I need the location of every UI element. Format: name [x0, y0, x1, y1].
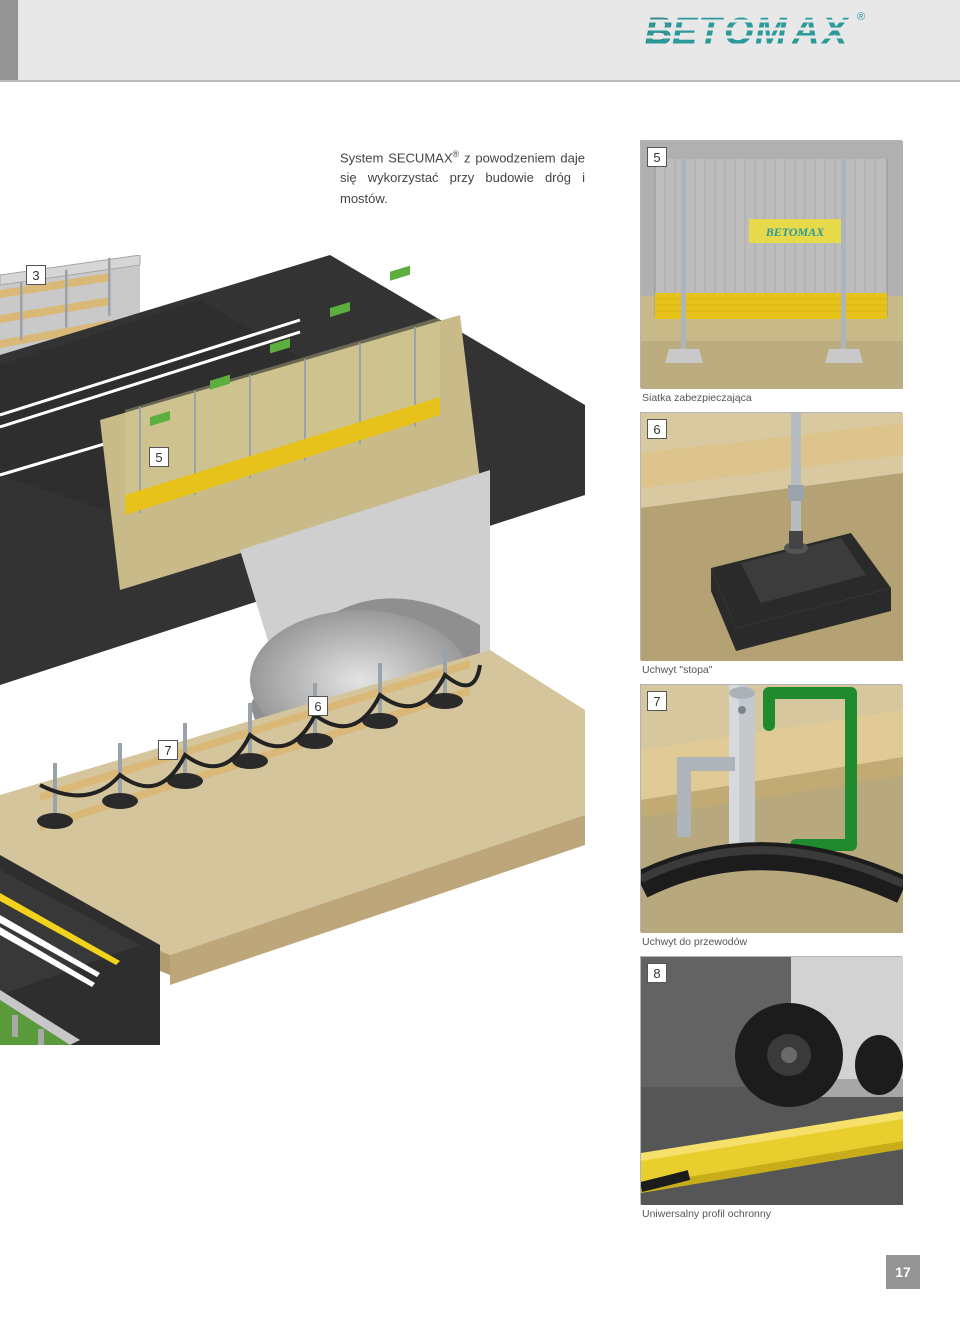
left-edge-tab — [0, 0, 18, 80]
figure-8-label: 8 — [647, 963, 667, 983]
svg-text:A: A — [791, 11, 819, 53]
main-illustration: 3 5 6 7 — [0, 255, 585, 1045]
figure-6-label: 6 — [647, 419, 667, 439]
intro-paragraph: System SECUMAX® z powodzeniem daje się w… — [340, 148, 585, 209]
svg-text:X: X — [820, 11, 850, 53]
callout-5: 5 — [149, 447, 169, 467]
figure-5: 5 — [640, 140, 902, 404]
figure-5-label: 5 — [647, 147, 667, 167]
callout-3: 3 — [26, 265, 46, 285]
figure-7-caption: Uchwyt do przewodów — [642, 936, 902, 948]
figure-6-caption: Uchwyt "stopa" — [642, 664, 902, 676]
page-number: 17 — [886, 1255, 920, 1289]
figure-7-label: 7 — [647, 691, 667, 711]
figure-5-caption: Siatka zabezpieczająca — [642, 392, 902, 404]
figure-8-caption: Uniwersalny profil ochronny — [642, 1208, 902, 1220]
svg-text:B: B — [645, 11, 672, 53]
figure-6: 6 Uchwyt "stopa" — [640, 412, 902, 676]
svg-text:E: E — [672, 11, 699, 53]
header-separator — [0, 80, 960, 82]
svg-text:O: O — [724, 11, 754, 53]
figure-7: 7 U — [640, 684, 902, 948]
brand-logo: B B E T O M A X ® — [645, 8, 880, 58]
svg-text:BETOMAX: BETOMAX — [765, 225, 825, 239]
callout-7: 7 — [158, 740, 178, 760]
figure-8: 8 Uniwersalny profil ochronny — [640, 956, 902, 1220]
intro-prefix: System SECUMAX — [340, 150, 453, 165]
callout-6: 6 — [308, 696, 328, 716]
svg-text:®: ® — [857, 11, 865, 23]
svg-text:T: T — [698, 11, 724, 53]
svg-text:M: M — [755, 11, 788, 53]
